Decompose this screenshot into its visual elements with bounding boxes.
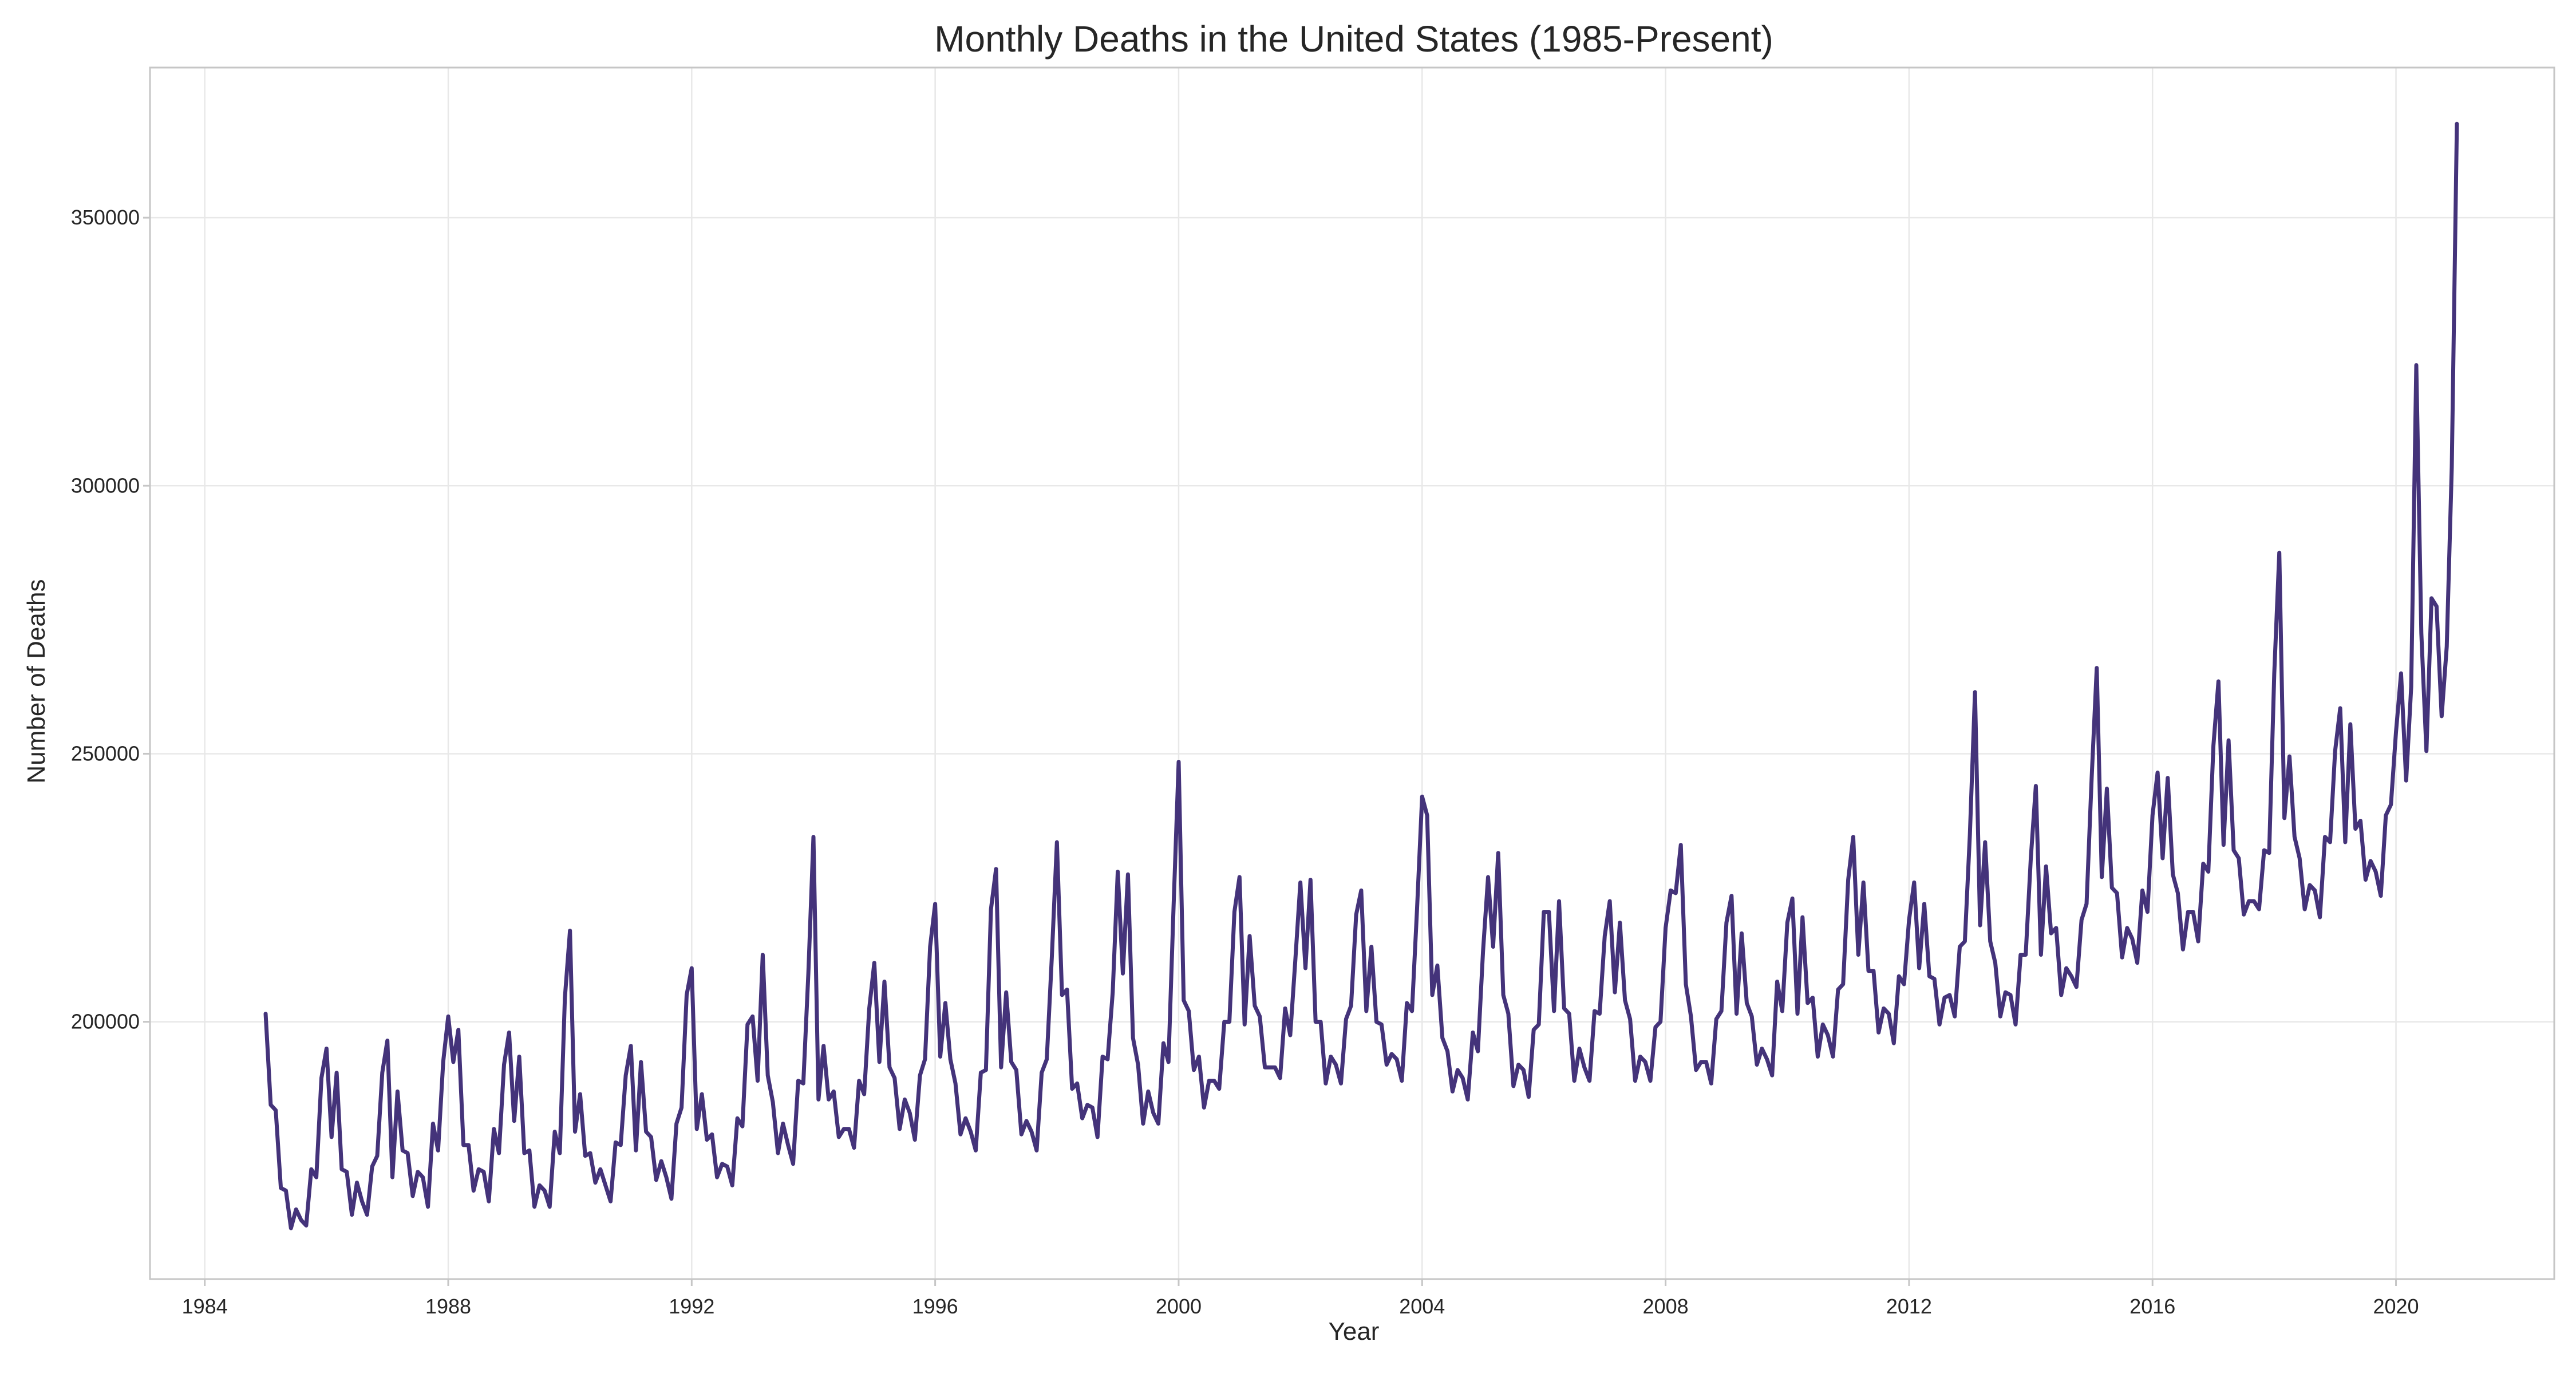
x-tick-label: 1996 — [912, 1295, 958, 1318]
x-tick-label: 2000 — [1156, 1295, 1202, 1318]
x-tick-label: 2004 — [1399, 1295, 1445, 1318]
x-tick-label: 2016 — [2129, 1295, 2175, 1318]
chart-title: Monthly Deaths in the United States (198… — [934, 18, 1773, 60]
y-axis-title: Number of Deaths — [22, 579, 50, 783]
x-tick-label: 1988 — [425, 1295, 471, 1318]
y-tick-label: 350000 — [71, 206, 140, 229]
y-tick-label: 200000 — [71, 1010, 140, 1033]
y-tick-label: 250000 — [71, 741, 140, 765]
x-tick-label: 1984 — [182, 1295, 228, 1318]
axis-ticks — [143, 216, 2397, 1286]
y-tick-label: 300000 — [71, 474, 140, 497]
plot-frame — [149, 66, 2555, 1280]
x-tick-label: 1992 — [669, 1295, 714, 1318]
series-line-monthly-deaths — [263, 121, 2459, 1230]
x-tick-label: 2020 — [2373, 1295, 2419, 1318]
grid-lines — [150, 68, 2554, 1279]
x-tick-label: 2012 — [1886, 1295, 1932, 1318]
x-tick-label: 2008 — [1643, 1295, 1689, 1318]
x-axis-title: Year — [1329, 1317, 1380, 1346]
